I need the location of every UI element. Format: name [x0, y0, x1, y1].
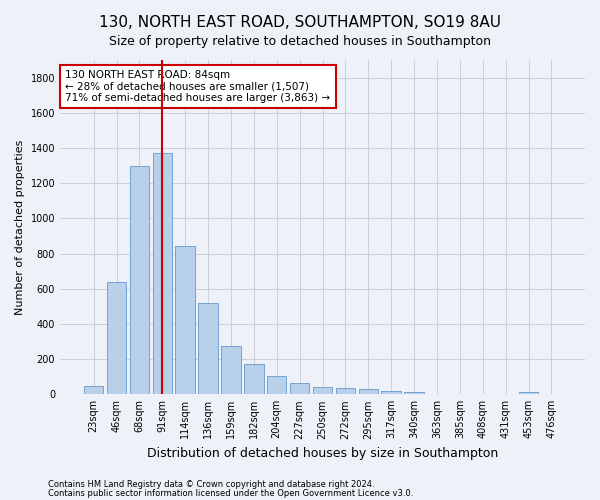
Bar	[175, 246, 195, 394]
Bar	[267, 376, 286, 394]
Bar	[335, 388, 355, 394]
Bar	[107, 282, 126, 395]
Bar	[359, 389, 378, 394]
Bar	[404, 392, 424, 394]
Text: Size of property relative to detached houses in Southampton: Size of property relative to detached ho…	[109, 35, 491, 48]
Bar	[290, 383, 310, 394]
Text: Contains public sector information licensed under the Open Government Licence v3: Contains public sector information licen…	[48, 488, 413, 498]
Bar	[152, 154, 172, 394]
Bar	[382, 391, 401, 394]
Text: 130 NORTH EAST ROAD: 84sqm
← 28% of detached houses are smaller (1,507)
71% of s: 130 NORTH EAST ROAD: 84sqm ← 28% of deta…	[65, 70, 331, 103]
Bar	[313, 388, 332, 394]
Bar	[199, 303, 218, 394]
Bar	[84, 386, 103, 394]
Text: Contains HM Land Registry data © Crown copyright and database right 2024.: Contains HM Land Registry data © Crown c…	[48, 480, 374, 489]
Bar	[130, 166, 149, 394]
Text: 130, NORTH EAST ROAD, SOUTHAMPTON, SO19 8AU: 130, NORTH EAST ROAD, SOUTHAMPTON, SO19 …	[99, 15, 501, 30]
Bar	[519, 392, 538, 394]
Bar	[221, 346, 241, 395]
X-axis label: Distribution of detached houses by size in Southampton: Distribution of detached houses by size …	[147, 447, 498, 460]
Bar	[244, 364, 263, 394]
Y-axis label: Number of detached properties: Number of detached properties	[15, 140, 25, 315]
